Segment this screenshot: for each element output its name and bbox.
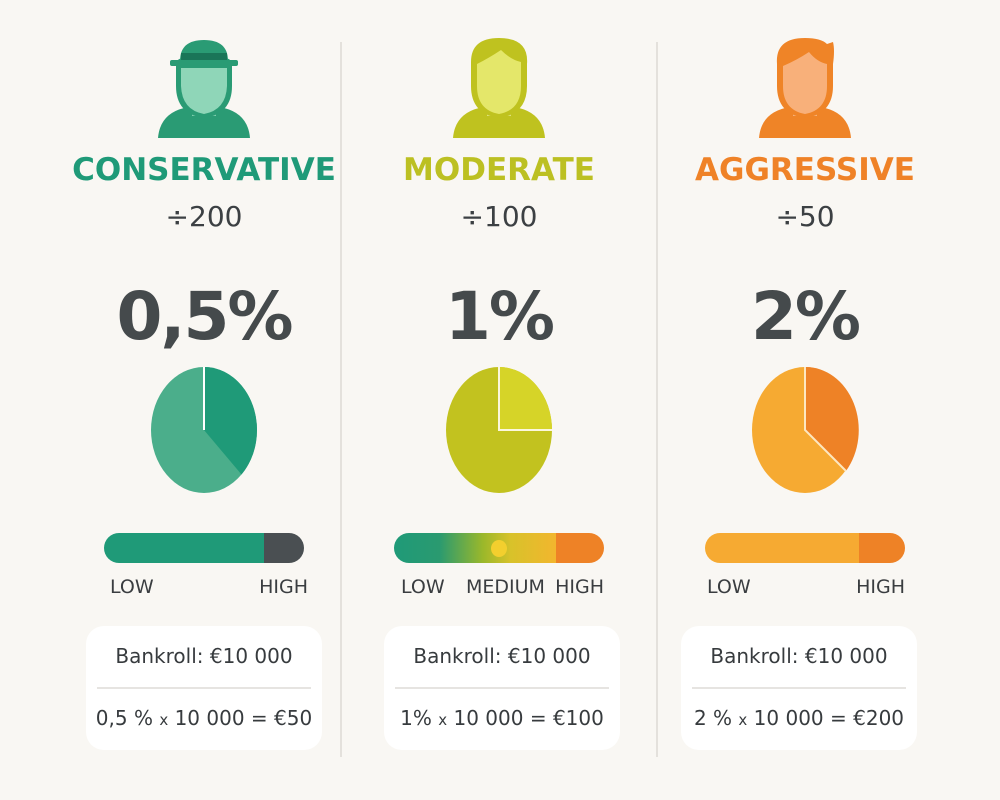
card-separator [395,687,609,689]
risk-percent: 1% [444,278,555,355]
bankroll-label: Bankroll: €10 000 [413,644,591,668]
scale-low: LOW [707,576,751,598]
calculation-card: Bankroll: €10 000 2 % x 10 000 = €200 [681,626,917,750]
pie-chart [752,366,859,493]
scale-medium: MEDIUM [466,576,545,598]
column-divider-left [340,42,342,757]
profile-divisor: ÷200 [165,200,243,233]
stake-calculation: 0,5 % x 10 000 = €50 [95,706,313,730]
scale-low: LOW [110,576,154,598]
risk-scale: LOW HIGH [108,576,308,602]
scale-high: HIGH [555,576,604,598]
person-with-hat-icon [158,40,250,138]
card-separator [97,687,311,689]
risk-bar [394,533,604,563]
risk-marker [491,540,507,557]
profile-aggressive: AGGRESSIVE ÷50 2% LOW HIGH Bankroll: €10… [655,0,955,800]
profile-moderate: MODERATE ÷100 1% LOW MEDIUM HIGH Bankrol… [349,0,649,800]
scale-high: HIGH [856,576,905,598]
calculation-card: Bankroll: €10 000 0,5 % x 10 000 = €50 [86,626,322,750]
profile-divisor: ÷50 [775,200,835,233]
bankroll-label: Bankroll: €10 000 [710,644,888,668]
profile-title: AGGRESSIVE [695,152,915,188]
stake-calculation: 1% x 10 000 = €100 [400,706,604,730]
column-divider-right [656,42,658,757]
scale-high: HIGH [259,576,308,598]
risk-bar [705,533,905,563]
pie-chart [446,367,552,493]
risk-percent: 2% [750,278,861,355]
person-icon [453,38,545,138]
profile-title: MODERATE [403,152,595,188]
scale-low: LOW [401,576,445,598]
bankroll-label: Bankroll: €10 000 [115,644,293,668]
stake-calculation: 2 % x 10 000 = €200 [693,706,905,730]
pie-chart [151,367,257,493]
risk-scale: LOW HIGH [705,576,905,602]
profile-title: CONSERVATIVE [72,152,336,188]
card-separator [692,687,906,689]
risk-percent: 0,5% [116,278,293,355]
calculation-card: Bankroll: €10 000 1% x 10 000 = €100 [384,626,620,750]
risk-scale: LOW MEDIUM HIGH [394,576,604,602]
profile-divisor: ÷100 [460,200,538,233]
risk-bar [104,533,304,563]
person-icon [759,38,851,138]
profile-conservative: CONSERVATIVE ÷200 0,5% LOW HIGH Bankroll… [54,0,354,800]
